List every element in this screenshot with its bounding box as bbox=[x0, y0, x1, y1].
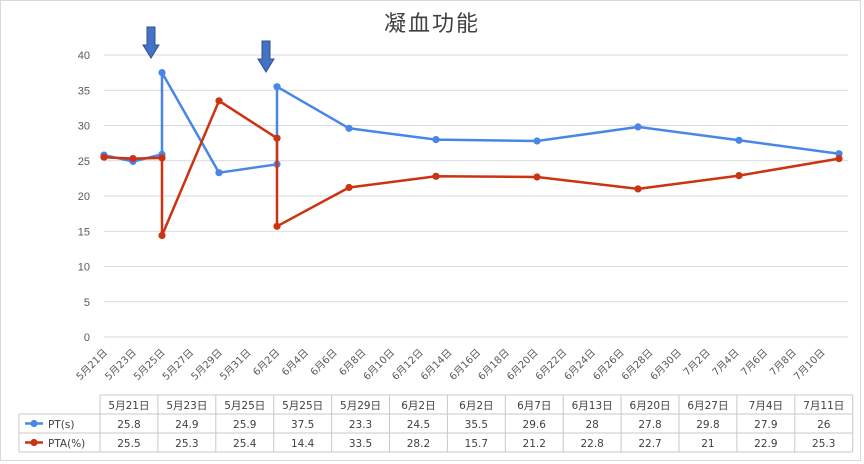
arrow-down-icon bbox=[257, 40, 275, 73]
legend-marker bbox=[30, 438, 38, 447]
y-tick-label: 35 bbox=[78, 85, 90, 97]
data-point-pta bbox=[273, 222, 281, 230]
x-tick-label: 7月4日 bbox=[710, 347, 742, 379]
data-point-pta bbox=[215, 97, 223, 105]
table-header-cell: 5月21日 bbox=[108, 400, 149, 412]
y-tick-label: 15 bbox=[78, 226, 90, 238]
data-point-pt bbox=[735, 136, 743, 144]
y-tick-label: 25 bbox=[78, 156, 90, 168]
x-tick-label: 6月2日 bbox=[251, 347, 283, 379]
data-point-pt bbox=[533, 137, 541, 145]
table-cell: 25.8 bbox=[117, 419, 140, 431]
table-cell: 25.4 bbox=[233, 438, 257, 450]
y-axis-ticks: 0 5 10 15 20 25 30 35 40 bbox=[78, 50, 90, 344]
x-tick-label: 7月10日 bbox=[791, 347, 827, 383]
data-table: 5月21日 5月23日 5月25日 5月25日 5月29日 6月2日 6月2日 6月7日 6月1… bbox=[18, 394, 854, 453]
chart-title: 凝血功能 bbox=[383, 12, 480, 37]
arrow-shape bbox=[257, 40, 275, 73]
table-header-cell: 6月13日 bbox=[572, 400, 613, 412]
y-tick-label: 40 bbox=[78, 50, 90, 62]
data-point-pt bbox=[345, 124, 353, 132]
table-cell: 23.3 bbox=[349, 419, 372, 431]
data-point-pta bbox=[158, 154, 166, 162]
table-cell: 21 bbox=[701, 438, 714, 450]
table-header-cell: 6月2日 bbox=[459, 400, 493, 412]
x-tick-label: 7月2日 bbox=[681, 347, 713, 379]
data-point-pta bbox=[273, 134, 281, 142]
table-cell: 35.5 bbox=[465, 419, 488, 431]
table-cell: 28.2 bbox=[407, 438, 430, 450]
table-cell: 24.9 bbox=[175, 419, 198, 431]
x-tick-label: 5月31日 bbox=[217, 347, 253, 383]
table-cell: 15.7 bbox=[465, 438, 488, 450]
table-header-cell: 5月25日 bbox=[224, 400, 265, 412]
data-point-pta bbox=[158, 231, 166, 240]
annotations bbox=[142, 26, 275, 73]
data-point-pta bbox=[735, 172, 743, 180]
table-header-cell: 6月7日 bbox=[517, 400, 551, 412]
data-point-pta bbox=[634, 185, 642, 193]
data-point-pta bbox=[533, 173, 541, 181]
data-point-pt bbox=[273, 83, 281, 91]
data-point-pta bbox=[432, 172, 440, 180]
table-header-cell: 5月23日 bbox=[166, 400, 207, 412]
y-tick-label: 30 bbox=[78, 121, 90, 133]
x-tick-label: 7月6日 bbox=[739, 347, 771, 379]
table-cell: 27.9 bbox=[754, 419, 777, 431]
y-tick-label: 5 bbox=[84, 297, 90, 309]
legend-marker bbox=[30, 419, 38, 428]
table-cell: 33.5 bbox=[349, 438, 372, 450]
x-tick-label: 6月30日 bbox=[648, 347, 684, 383]
y-tick-label: 20 bbox=[78, 191, 90, 203]
series-line-pta bbox=[103, 99, 840, 237]
legend-entry-pta: PTA(%) bbox=[25, 438, 85, 450]
x-axis-ticks: 5月21日5月23日5月25日5月27日5月29日5月31日6月2日6月4日6月… bbox=[74, 347, 828, 383]
legend-label: PTA(%) bbox=[48, 438, 85, 450]
data-point-pta bbox=[129, 155, 137, 163]
data-point-pt bbox=[158, 69, 166, 77]
legend-entry-pt: PT(s) bbox=[25, 419, 74, 431]
data-point-pta bbox=[835, 155, 843, 163]
table-cell: 26 bbox=[817, 419, 831, 431]
table-cell: 37.5 bbox=[291, 419, 314, 431]
legend-label: PT(s) bbox=[48, 419, 74, 431]
table-cell: 22.8 bbox=[580, 438, 603, 450]
table-cell: 25.9 bbox=[233, 419, 256, 431]
table-cell: 22.9 bbox=[754, 438, 777, 450]
x-tick-label: 6月6日 bbox=[308, 347, 340, 379]
table-cell: 29.6 bbox=[523, 419, 547, 431]
data-point-pt bbox=[215, 169, 223, 177]
table-cell: 25.3 bbox=[812, 438, 835, 450]
grid-lines bbox=[104, 54, 848, 338]
y-tick-label: 10 bbox=[78, 262, 90, 274]
table-header-cell: 6月2日 bbox=[401, 400, 435, 412]
series-line-pt bbox=[103, 71, 840, 174]
data-point-pt bbox=[432, 136, 440, 144]
table-cell: 25.5 bbox=[117, 438, 140, 450]
x-tick-label: 6月4日 bbox=[279, 347, 311, 379]
table-cell: 25.3 bbox=[175, 438, 198, 450]
table-header-cell: 7月11日 bbox=[803, 400, 844, 412]
data-point-pta bbox=[345, 183, 353, 192]
data-point-pt bbox=[634, 123, 642, 131]
data-point-pta bbox=[100, 153, 108, 161]
table-header-cell: 6月27日 bbox=[687, 400, 728, 412]
table-header-cell: 5月25日 bbox=[282, 400, 323, 412]
series-lines bbox=[100, 69, 843, 240]
table-header-cell: 7月4日 bbox=[749, 400, 783, 412]
arrow-down-icon bbox=[142, 26, 160, 59]
table-cell: 28 bbox=[585, 419, 598, 431]
table-cell: 14.4 bbox=[291, 438, 315, 450]
table-cell: 27.8 bbox=[638, 419, 661, 431]
table-cell: 29.8 bbox=[696, 419, 719, 431]
table-header-cell: 5月29日 bbox=[340, 400, 381, 412]
table-cell: 21.2 bbox=[523, 438, 546, 450]
arrow-shape bbox=[142, 26, 160, 59]
y-tick-label: 0 bbox=[84, 332, 90, 344]
table-cell: 24.5 bbox=[407, 419, 430, 431]
table-cell: 22.7 bbox=[638, 438, 661, 450]
table-header-cell: 6月20日 bbox=[630, 400, 671, 412]
